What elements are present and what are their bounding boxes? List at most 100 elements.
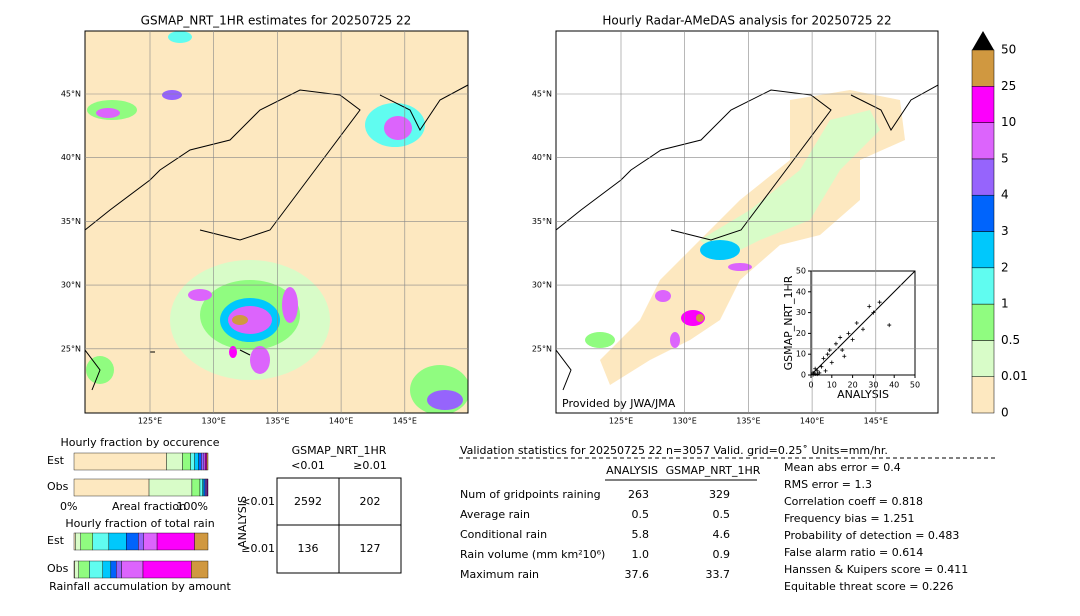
point	[825, 352, 830, 357]
colorbar-tick: 50	[1001, 43, 1016, 57]
point	[813, 366, 818, 371]
row-label: Obs	[47, 562, 69, 575]
areal-label: 100%	[177, 500, 208, 513]
lon-label: 130°E	[202, 417, 226, 426]
colorbar-tick: 25	[1001, 79, 1016, 93]
ct-cell: 202	[360, 495, 381, 508]
fraction-segment	[182, 452, 191, 471]
ct-title: GSMAP_NRT_1HR	[292, 444, 387, 457]
row-label: Obs	[47, 480, 69, 493]
fraction-segment	[206, 452, 209, 471]
ct-row-label: <0.01	[241, 495, 275, 508]
point	[854, 321, 859, 325]
colorbar-segment	[971, 376, 995, 414]
x-tick-label: 40	[889, 381, 899, 390]
val-cell: 5.8	[632, 528, 650, 541]
y-tick-label: 40	[796, 287, 806, 296]
val-cell: 263	[628, 488, 649, 501]
lat-label: 30°N	[532, 281, 552, 290]
occ-title: Hourly fraction by occurence	[61, 436, 220, 449]
fraction-segment	[138, 532, 144, 551]
fraction-segment	[75, 532, 81, 551]
fraction-segment	[202, 478, 205, 497]
fraction-segment	[142, 560, 192, 579]
colorbar-tick: 2	[1001, 260, 1009, 274]
val-cell: 4.6	[713, 528, 731, 541]
colorbar-segment	[971, 303, 995, 341]
fraction-segment	[205, 452, 207, 471]
fraction-segment	[73, 532, 76, 551]
lat-label: 40°N	[532, 153, 552, 162]
lon-label: 145°E	[393, 417, 417, 426]
colorbar-segment	[971, 122, 995, 160]
lon-label: 140°E	[329, 417, 353, 426]
point	[819, 364, 824, 369]
fraction-segment	[191, 478, 201, 497]
score: Correlation coeff = 0.818	[784, 495, 923, 508]
val-row-label: Maximum rain	[460, 568, 539, 581]
score: Hanssen & Kuipers score = 0.411	[784, 563, 968, 576]
score: Equitable threat score = 0.226	[784, 580, 953, 593]
score: Probability of detection = 0.483	[784, 529, 959, 542]
colorbar-tick: 3	[1001, 224, 1009, 238]
fraction-segment	[78, 560, 90, 579]
point	[871, 310, 876, 315]
colorbar-extend	[972, 31, 994, 50]
lon-label: 125°E	[138, 417, 162, 426]
point	[829, 360, 834, 365]
fraction-segment	[73, 478, 150, 497]
ct-row-label: ≥0.01	[241, 542, 275, 555]
point	[867, 304, 872, 309]
val-title: Validation statistics for 20250725 22 n=…	[460, 444, 888, 457]
val-col: ANALYSIS	[606, 464, 658, 477]
val-cell: 0.5	[713, 508, 731, 521]
colorbar-segment	[971, 194, 995, 232]
x-tick-label: 20	[848, 381, 858, 390]
colorbar-tick: 0	[1001, 406, 1009, 420]
point	[838, 335, 843, 340]
lon-label: 145°E	[864, 417, 888, 426]
fraction-segment	[203, 452, 206, 471]
fraction-segment	[108, 532, 127, 551]
val-row-label: Conditional rain	[460, 528, 547, 541]
lon-label: 135°E	[736, 417, 760, 426]
fraction-segment	[207, 478, 209, 497]
y-tick-label: 10	[796, 350, 806, 359]
val-cell: 37.6	[625, 568, 650, 581]
val-cell: 329	[709, 488, 730, 501]
point	[823, 368, 828, 373]
lat-label: 25°N	[532, 344, 552, 353]
x-tick-label: 30	[868, 381, 878, 390]
lon-label: 135°E	[265, 417, 289, 426]
scatter-ylabel: GSMAP_NRT_1HR	[782, 275, 795, 370]
diagonal	[810, 270, 916, 376]
ct-cell: 136	[298, 542, 319, 555]
y-tick-label: 20	[796, 329, 806, 338]
colorbar-tick: 5	[1001, 151, 1009, 165]
point	[811, 372, 816, 377]
score: False alarm ratio = 0.614	[784, 546, 923, 559]
left-map	[85, 31, 468, 413]
point	[817, 370, 822, 375]
colorbar-segment	[971, 158, 995, 196]
point	[833, 341, 838, 346]
lat-label: 25°N	[61, 344, 81, 353]
lat-label: 35°N	[61, 217, 81, 226]
colorbar-segment	[971, 267, 995, 305]
fraction-segment	[126, 532, 139, 551]
point	[850, 337, 855, 342]
point	[821, 356, 826, 361]
x-tick-label: 0	[808, 381, 813, 390]
fraction-segment	[166, 452, 183, 471]
scatter-bg	[782, 266, 924, 404]
lat-label: 45°N	[61, 90, 81, 99]
ct-cell: 127	[360, 542, 381, 555]
fraction-segment	[74, 560, 79, 579]
y-tick-label: 30	[796, 308, 806, 317]
row-label: Est	[47, 454, 65, 467]
colorbar-segment	[971, 86, 995, 123]
point	[887, 323, 892, 328]
score: Frequency bias = 1.251	[784, 512, 915, 525]
right-title: Hourly Radar-AMeDAS analysis for 2025072…	[602, 14, 891, 28]
